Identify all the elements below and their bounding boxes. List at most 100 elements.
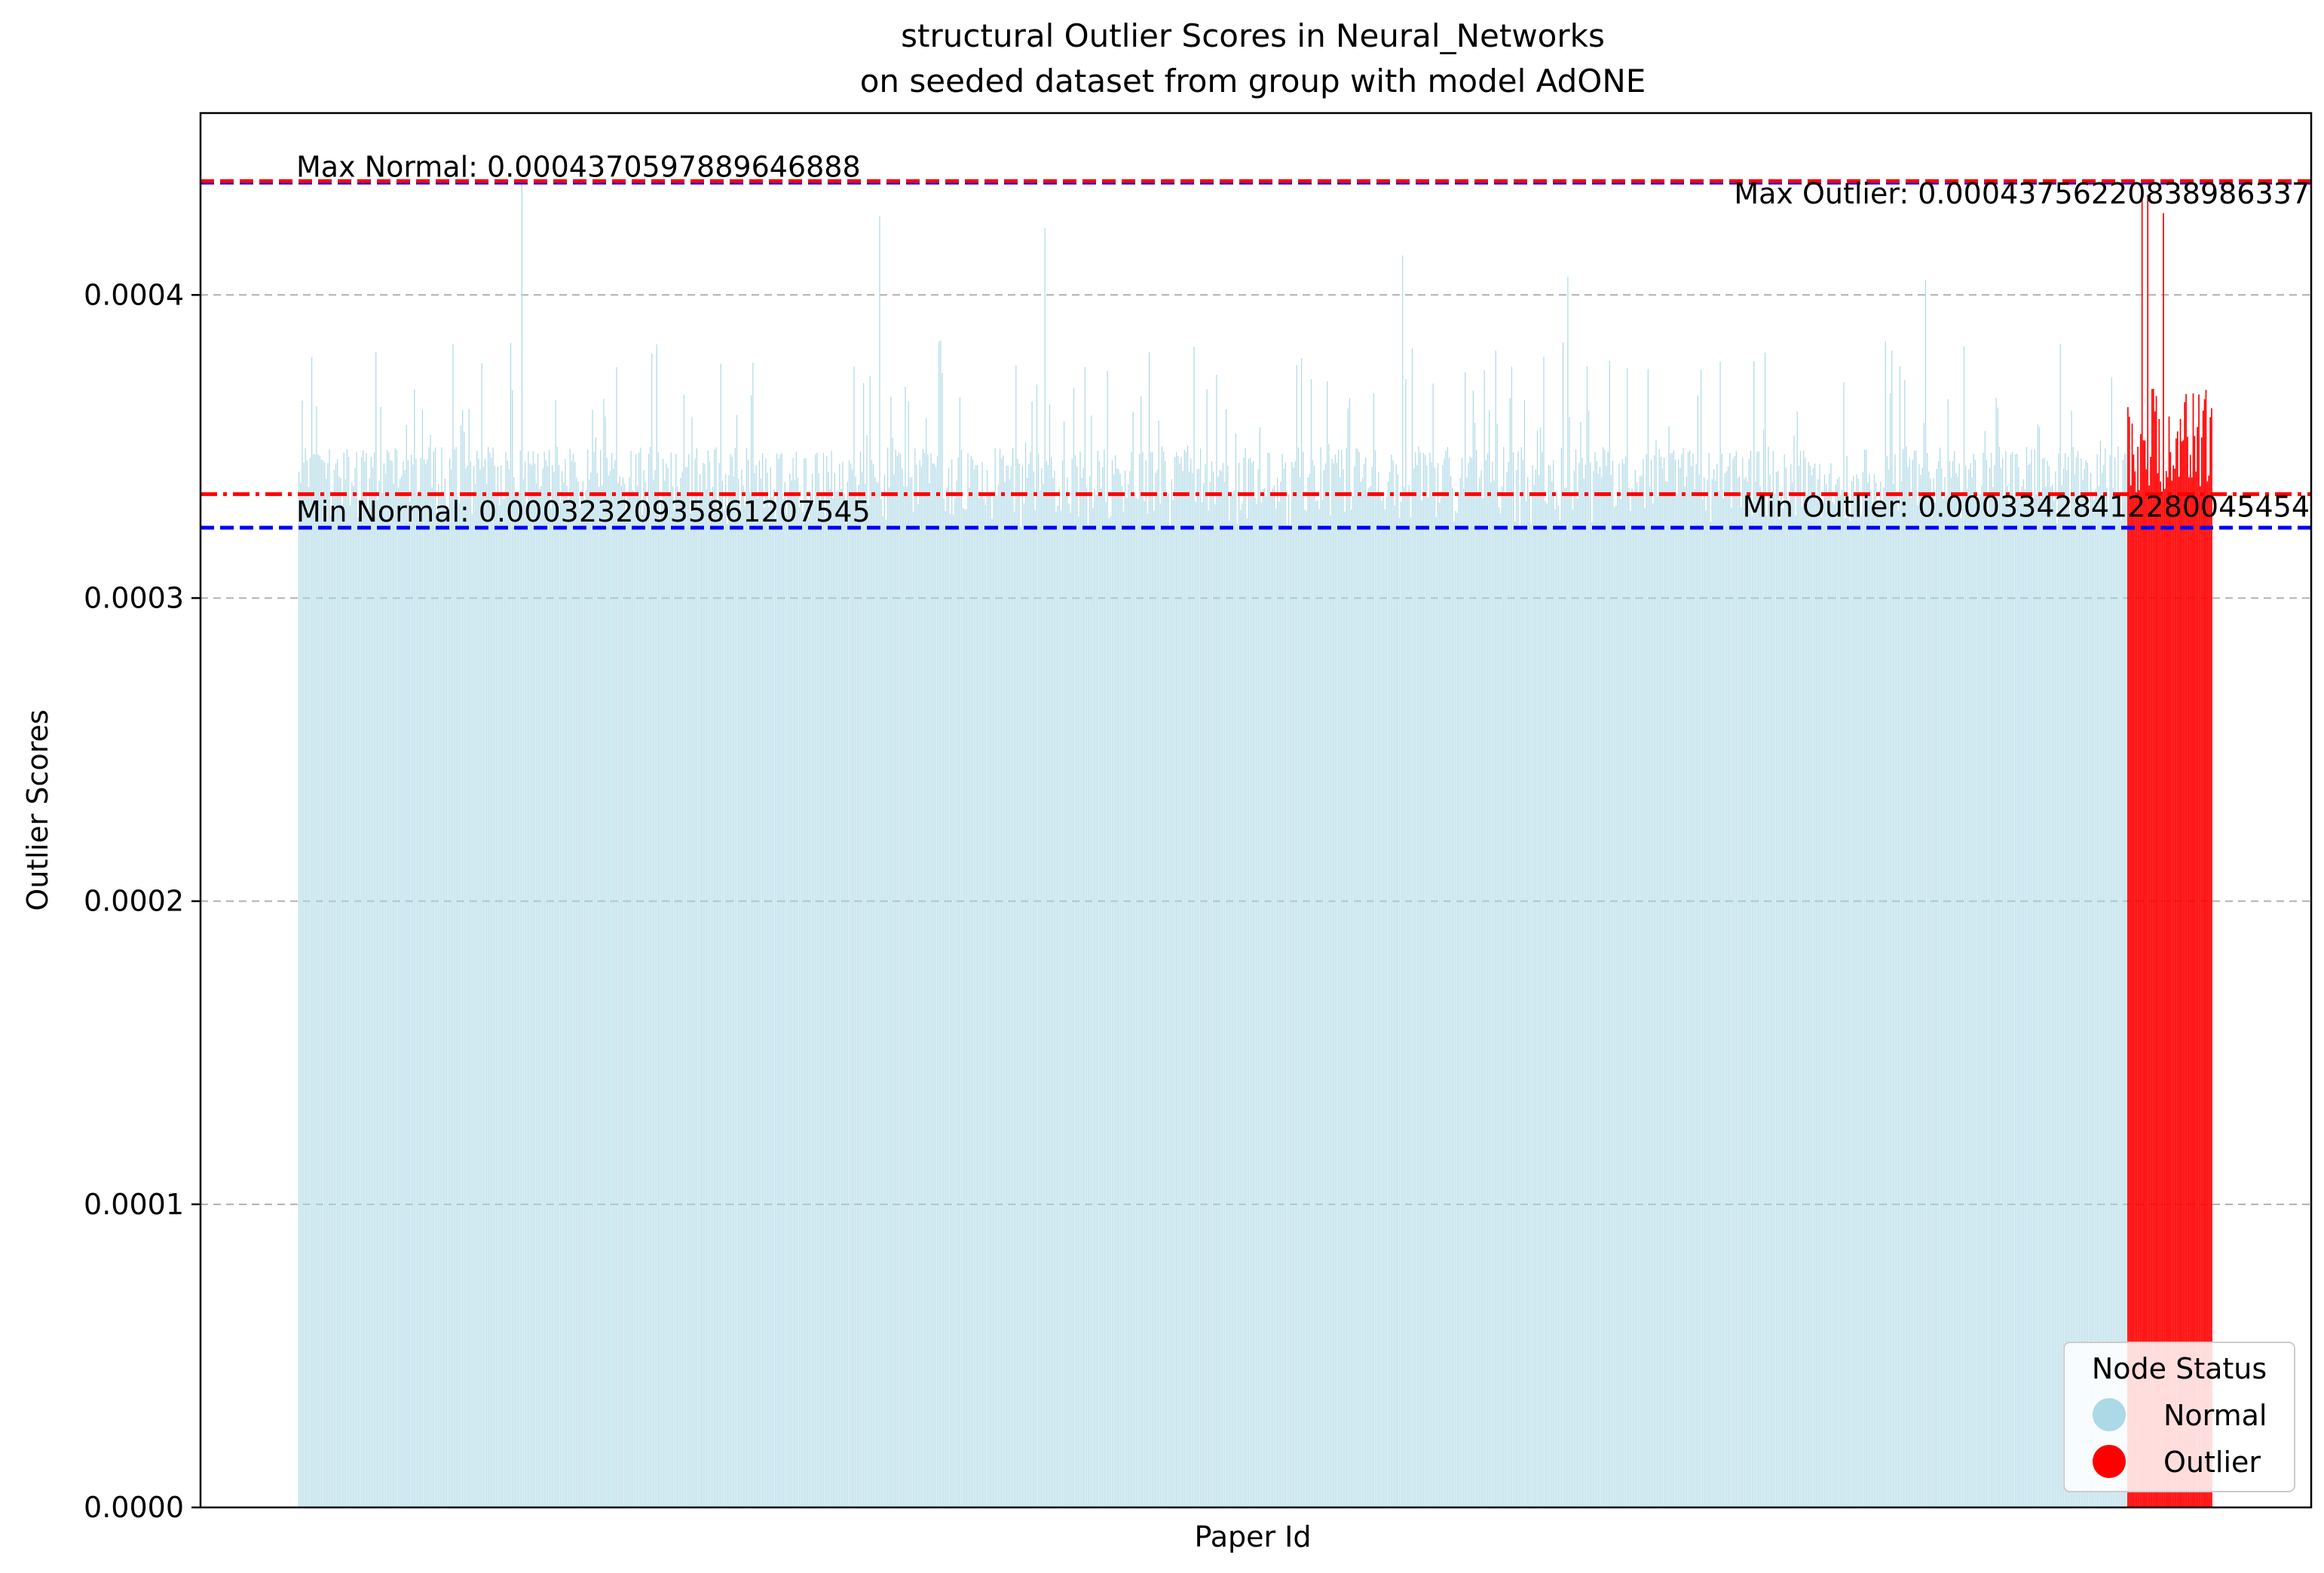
- bar-normal: [2013, 505, 2015, 1507]
- bar-normal: [981, 462, 983, 1508]
- bar-normal: [2117, 446, 2119, 1507]
- bar-normal: [1843, 382, 1845, 1508]
- y-axis-label: Outlier Scores: [21, 709, 54, 910]
- chart-title-line1: structural Outlier Scores in Neural_Netw…: [901, 17, 1605, 54]
- bar-normal: [1713, 469, 1715, 1507]
- y-axis: 0.0000 0.0001 0.0002 0.0003 0.0004: [84, 278, 201, 1524]
- bar-normal: [1429, 452, 1431, 1507]
- bar-normal: [2038, 427, 2041, 1507]
- bar-outlier: [2136, 493, 2137, 1508]
- bar-normal: [1257, 469, 1259, 1507]
- bar-normal: [948, 467, 950, 1507]
- bar-normal: [441, 447, 442, 1508]
- bar-normal: [1411, 348, 1413, 1507]
- bar-normal: [1049, 404, 1051, 1507]
- bar-normal: [813, 503, 815, 1507]
- bar-normal: [819, 505, 821, 1507]
- bar-normal: [1644, 508, 1646, 1507]
- bar-normal: [646, 503, 648, 1507]
- bar-normal: [1848, 494, 1849, 1507]
- bar-normal: [909, 477, 911, 1507]
- bar-normal: [1044, 228, 1046, 1508]
- plot-area-frame: [199, 112, 2313, 1509]
- bar-normal: [547, 466, 549, 1507]
- bar-normal: [2008, 505, 2010, 1508]
- bar-normal: [1394, 505, 1395, 1507]
- bar-normal: [953, 514, 954, 1507]
- bar-normal: [697, 507, 700, 1507]
- bar-normal: [688, 454, 690, 1508]
- bar-normal: [1556, 491, 1557, 1507]
- bar-normal: [707, 450, 709, 1507]
- bar-normal: [502, 498, 504, 1507]
- bar-outlier: [2134, 471, 2136, 1507]
- bar-normal: [1365, 458, 1367, 1507]
- bar-normal: [876, 481, 877, 1507]
- bar-normal: [1426, 465, 1428, 1508]
- bar-normal: [635, 454, 637, 1508]
- bar-normal: [1275, 508, 1277, 1507]
- bar-normal: [951, 459, 953, 1508]
- bar-normal: [2018, 467, 2019, 1507]
- bar-normal: [1010, 466, 1012, 1507]
- bar-normal: [1792, 482, 1793, 1507]
- bar-normal: [932, 463, 933, 1507]
- bar-normal: [1245, 448, 1246, 1507]
- bar-normal: [534, 463, 536, 1507]
- bar-normal: [577, 481, 579, 1508]
- bar-normal: [1061, 460, 1064, 1508]
- bar-normal: [1110, 516, 1111, 1507]
- bar-normal: [1580, 422, 1581, 1507]
- bar-normal: [2116, 492, 2117, 1507]
- bar-normal: [916, 464, 917, 1507]
- bar-normal: [2048, 466, 2050, 1507]
- bar-outlier: [2147, 194, 2149, 1508]
- bar-normal: [455, 447, 457, 1507]
- bar-normal: [1678, 459, 1679, 1507]
- bar-normal: [835, 491, 837, 1507]
- bar-normal: [1762, 429, 1765, 1508]
- bar-normal: [1718, 490, 1719, 1508]
- bar-normal: [977, 465, 978, 1507]
- bar-outlier: [2131, 424, 2133, 1507]
- bar-normal: [1520, 447, 1522, 1507]
- bar-normal: [552, 465, 553, 1507]
- bar-normal: [596, 473, 599, 1507]
- bar-normal: [465, 468, 467, 1508]
- bar-normal: [1702, 499, 1704, 1507]
- bar-normal: [1856, 474, 1857, 1507]
- bar-normal: [1273, 485, 1275, 1507]
- bar-normal: [815, 454, 816, 1507]
- bar-normal: [439, 496, 441, 1508]
- bar-normal: [1771, 516, 1772, 1507]
- bar-normal: [822, 452, 825, 1508]
- bar-normal: [1628, 488, 1630, 1507]
- bar-normal: [1148, 352, 1150, 1507]
- bar-normal: [348, 456, 350, 1507]
- bar-normal: [1055, 511, 1057, 1508]
- bar-normal: [1284, 462, 1286, 1507]
- bar-normal: [871, 459, 872, 1507]
- bar-normal: [1378, 472, 1379, 1507]
- bar-normal: [431, 487, 433, 1508]
- bar-normal: [447, 512, 449, 1508]
- bar-normal: [579, 507, 580, 1508]
- bar-normal: [848, 460, 850, 1507]
- bar-normal: [1610, 474, 1612, 1507]
- bar-normal: [542, 468, 543, 1507]
- bar-normal: [568, 500, 569, 1507]
- bar-normal: [1386, 497, 1388, 1508]
- bar-normal: [1153, 510, 1155, 1507]
- bar-normal: [1071, 458, 1073, 1507]
- bar-normal: [1849, 521, 1851, 1508]
- bar-normal: [1001, 458, 1003, 1507]
- bar-normal: [752, 363, 754, 1507]
- bar-normal: [1612, 461, 1614, 1507]
- bar-normal: [613, 468, 614, 1507]
- bar-normal: [657, 451, 659, 1507]
- bar-normal: [1376, 491, 1378, 1508]
- bar-normal: [516, 491, 518, 1507]
- bar-normal: [1557, 506, 1559, 1507]
- bar-normal: [1105, 502, 1107, 1507]
- bar-normal: [2025, 447, 2028, 1507]
